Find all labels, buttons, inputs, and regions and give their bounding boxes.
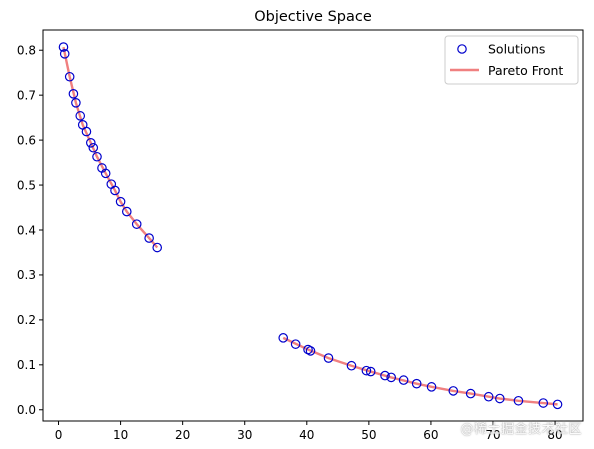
solution-point-31 (411, 378, 422, 389)
solution-point-23 (305, 346, 316, 356)
solution-point-3 (68, 89, 79, 99)
solution-point-37 (513, 395, 524, 406)
y-tick-label: 0.1 (17, 358, 36, 372)
x-tick-label: 40 (299, 428, 314, 442)
solution-point-22 (303, 344, 313, 355)
solution-point-4 (71, 98, 81, 108)
axes-frame (42, 29, 584, 422)
solution-point-29 (386, 372, 397, 383)
solution-point-35 (483, 391, 494, 402)
axis-ticks: 0 10 20 30 40 50 60 70 80 0.0 0.1 0.2 0.3 0.4 0.5 0.6 0.… (17, 44, 563, 442)
solution-point-36 (495, 393, 505, 404)
solution-point-0 (58, 42, 69, 52)
y-tick-label: 0.6 (17, 133, 36, 147)
solution-point-25 (346, 360, 357, 371)
solution-point-33 (448, 386, 459, 396)
solution-point-30 (398, 375, 409, 385)
solution-point-19 (152, 242, 163, 253)
x-tick-label: 70 (485, 428, 500, 442)
y-tick-label: 0.5 (17, 178, 36, 192)
solution-point-32 (426, 382, 437, 392)
legend-solutions-label: Solutions (488, 42, 545, 57)
solution-point-14 (110, 185, 120, 196)
solution-point-1 (59, 49, 70, 59)
y-tick-label: 0.8 (17, 44, 36, 58)
solution-point-8 (85, 138, 96, 148)
solution-point-38 (538, 398, 549, 408)
legend-solutions-marker (457, 44, 467, 54)
x-tick-label: 50 (361, 428, 376, 442)
x-tick-label: 0 (55, 428, 63, 442)
solution-point-7 (81, 126, 92, 137)
solution-point-17 (131, 219, 142, 229)
solution-point-28 (380, 370, 390, 381)
x-tick-label: 10 (113, 428, 128, 442)
solution-point-15 (115, 196, 126, 207)
solution-point-21 (290, 339, 301, 349)
solution-point-20 (278, 333, 289, 343)
x-tick-label: 80 (547, 428, 562, 442)
solution-point-27 (365, 366, 376, 377)
legend-box (444, 35, 579, 85)
solution-point-5 (75, 111, 86, 121)
solution-point-26 (361, 365, 372, 376)
chart-title: Objective Space (254, 9, 372, 25)
solution-point-16 (121, 206, 132, 217)
legend: Solutions Pareto Front (444, 35, 579, 85)
watermark: @稀土掘金技术社区 (460, 422, 582, 437)
x-tick-label: 60 (423, 428, 438, 442)
solution-point-24 (323, 353, 334, 363)
solution-point-39 (552, 399, 563, 410)
y-tick-label: 0.3 (17, 268, 36, 282)
y-tick-label: 0.0 (17, 403, 36, 417)
solution-point-34 (465, 388, 476, 399)
y-tick-label: 0.2 (17, 313, 36, 327)
solution-point-12 (100, 168, 111, 179)
y-tick-label: 0.7 (17, 88, 36, 102)
solution-point-2 (64, 71, 75, 82)
solution-point-9 (88, 142, 99, 153)
plot-area (58, 42, 563, 410)
x-tick-label: 20 (175, 428, 190, 442)
legend-pareto-front-label: Pareto Front (488, 63, 563, 78)
y-tick-label: 0.4 (17, 223, 36, 237)
solution-point-10 (92, 151, 102, 162)
pareto-front-segment-0 (62, 46, 159, 249)
solution-point-18 (144, 233, 154, 243)
x-tick-label: 30 (237, 428, 252, 442)
